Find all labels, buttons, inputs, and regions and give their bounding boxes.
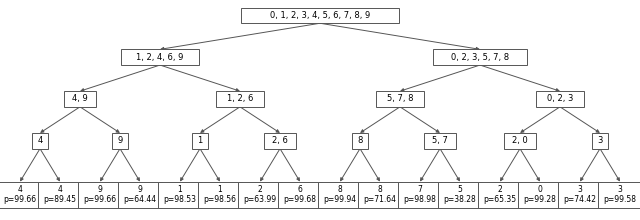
Text: 4
p=99.66: 4 p=99.66: [3, 185, 36, 204]
Bar: [478, 182, 522, 208]
Bar: [352, 133, 368, 149]
Text: 2
p=65.35: 2 p=65.35: [483, 185, 516, 204]
Bar: [264, 133, 296, 149]
Bar: [424, 133, 456, 149]
Bar: [198, 182, 242, 208]
Bar: [318, 182, 362, 208]
Text: 9
p=99.66: 9 p=99.66: [83, 185, 116, 204]
Text: 4
p=89.45: 4 p=89.45: [44, 185, 77, 204]
Bar: [536, 91, 584, 107]
Text: 8: 8: [357, 136, 363, 145]
Bar: [38, 182, 82, 208]
Text: 1, 2, 6: 1, 2, 6: [227, 95, 253, 103]
Bar: [216, 91, 264, 107]
Bar: [598, 182, 640, 208]
Bar: [358, 182, 402, 208]
Bar: [192, 133, 208, 149]
Text: 2, 0: 2, 0: [512, 136, 528, 145]
Text: 8
p=71.64: 8 p=71.64: [364, 185, 397, 204]
Bar: [120, 49, 200, 65]
Text: 0
p=99.28: 0 p=99.28: [524, 185, 556, 204]
Text: 3
p=99.58: 3 p=99.58: [604, 185, 637, 204]
Bar: [65, 91, 95, 107]
Bar: [238, 182, 282, 208]
Bar: [592, 133, 608, 149]
Bar: [278, 182, 322, 208]
Text: 3
p=74.42: 3 p=74.42: [563, 185, 596, 204]
Bar: [0, 182, 42, 208]
Text: 2
p=63.99: 2 p=63.99: [243, 185, 276, 204]
Text: 5
p=38.28: 5 p=38.28: [444, 185, 476, 204]
Bar: [398, 182, 442, 208]
Bar: [438, 182, 482, 208]
Bar: [158, 182, 202, 208]
Text: 7
p=98.98: 7 p=98.98: [404, 185, 436, 204]
Text: 0, 1, 2, 3, 4, 5, 6, 7, 8, 9: 0, 1, 2, 3, 4, 5, 6, 7, 8, 9: [270, 11, 370, 20]
Bar: [558, 182, 602, 208]
Text: 4, 9: 4, 9: [72, 95, 88, 103]
Text: 3: 3: [597, 136, 603, 145]
Text: 6
p=99.68: 6 p=99.68: [284, 185, 317, 204]
Text: 4: 4: [37, 136, 43, 145]
Bar: [32, 133, 48, 149]
Text: 5, 7: 5, 7: [432, 136, 448, 145]
Bar: [376, 91, 424, 107]
Text: 2, 6: 2, 6: [272, 136, 288, 145]
Bar: [112, 133, 128, 149]
Text: 1, 2, 4, 6, 9: 1, 2, 4, 6, 9: [136, 53, 184, 62]
Bar: [433, 49, 527, 65]
Bar: [518, 182, 562, 208]
Bar: [504, 133, 536, 149]
Text: 1: 1: [197, 136, 203, 145]
Bar: [118, 182, 162, 208]
Text: 0, 2, 3, 5, 7, 8: 0, 2, 3, 5, 7, 8: [451, 53, 509, 62]
Text: 8
p=99.94: 8 p=99.94: [323, 185, 356, 204]
Bar: [78, 182, 122, 208]
Text: 1
p=98.53: 1 p=98.53: [163, 185, 196, 204]
Text: 9
p=64.44: 9 p=64.44: [124, 185, 157, 204]
Text: 0, 2, 3: 0, 2, 3: [547, 95, 573, 103]
Bar: [241, 7, 399, 23]
Text: 5, 7, 8: 5, 7, 8: [387, 95, 413, 103]
Text: 1
p=98.56: 1 p=98.56: [204, 185, 237, 204]
Text: 9: 9: [117, 136, 123, 145]
